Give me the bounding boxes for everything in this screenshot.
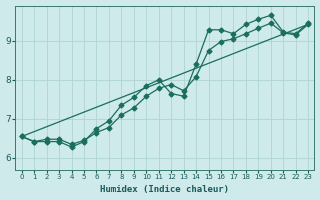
X-axis label: Humidex (Indice chaleur): Humidex (Indice chaleur) — [100, 185, 229, 194]
